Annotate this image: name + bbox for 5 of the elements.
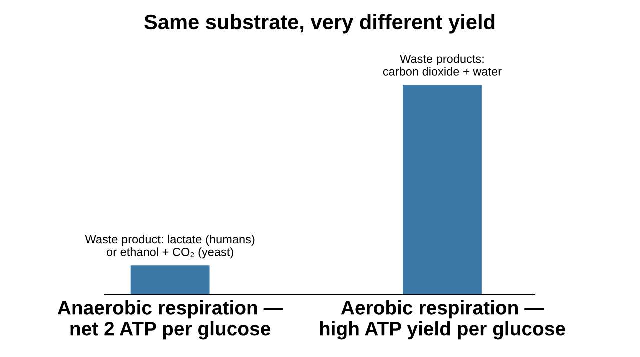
chart-title: Same substrate, very different yield: [144, 14, 495, 34]
x-tick-label: Aerobic respiration — high ATP yield per glucose: [320, 300, 566, 340]
annotation: Waste product: lactate (humans) or ethanol + CO₂ (yeast): [85, 234, 255, 259]
annotation: Waste products: carbon dioxide + water: [383, 54, 502, 76]
x-tick-label: Anaerobic respiration — net 2 ATP per glucose: [58, 300, 284, 340]
